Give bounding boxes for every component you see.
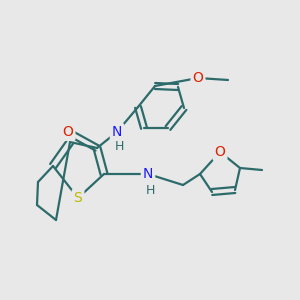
Text: O: O	[214, 145, 225, 159]
Text: H: H	[145, 184, 155, 196]
Text: N: N	[112, 125, 122, 139]
Text: H: H	[114, 140, 124, 154]
Text: S: S	[74, 191, 82, 205]
Text: O: O	[63, 125, 74, 139]
Text: N: N	[143, 167, 153, 181]
Text: O: O	[193, 71, 203, 85]
